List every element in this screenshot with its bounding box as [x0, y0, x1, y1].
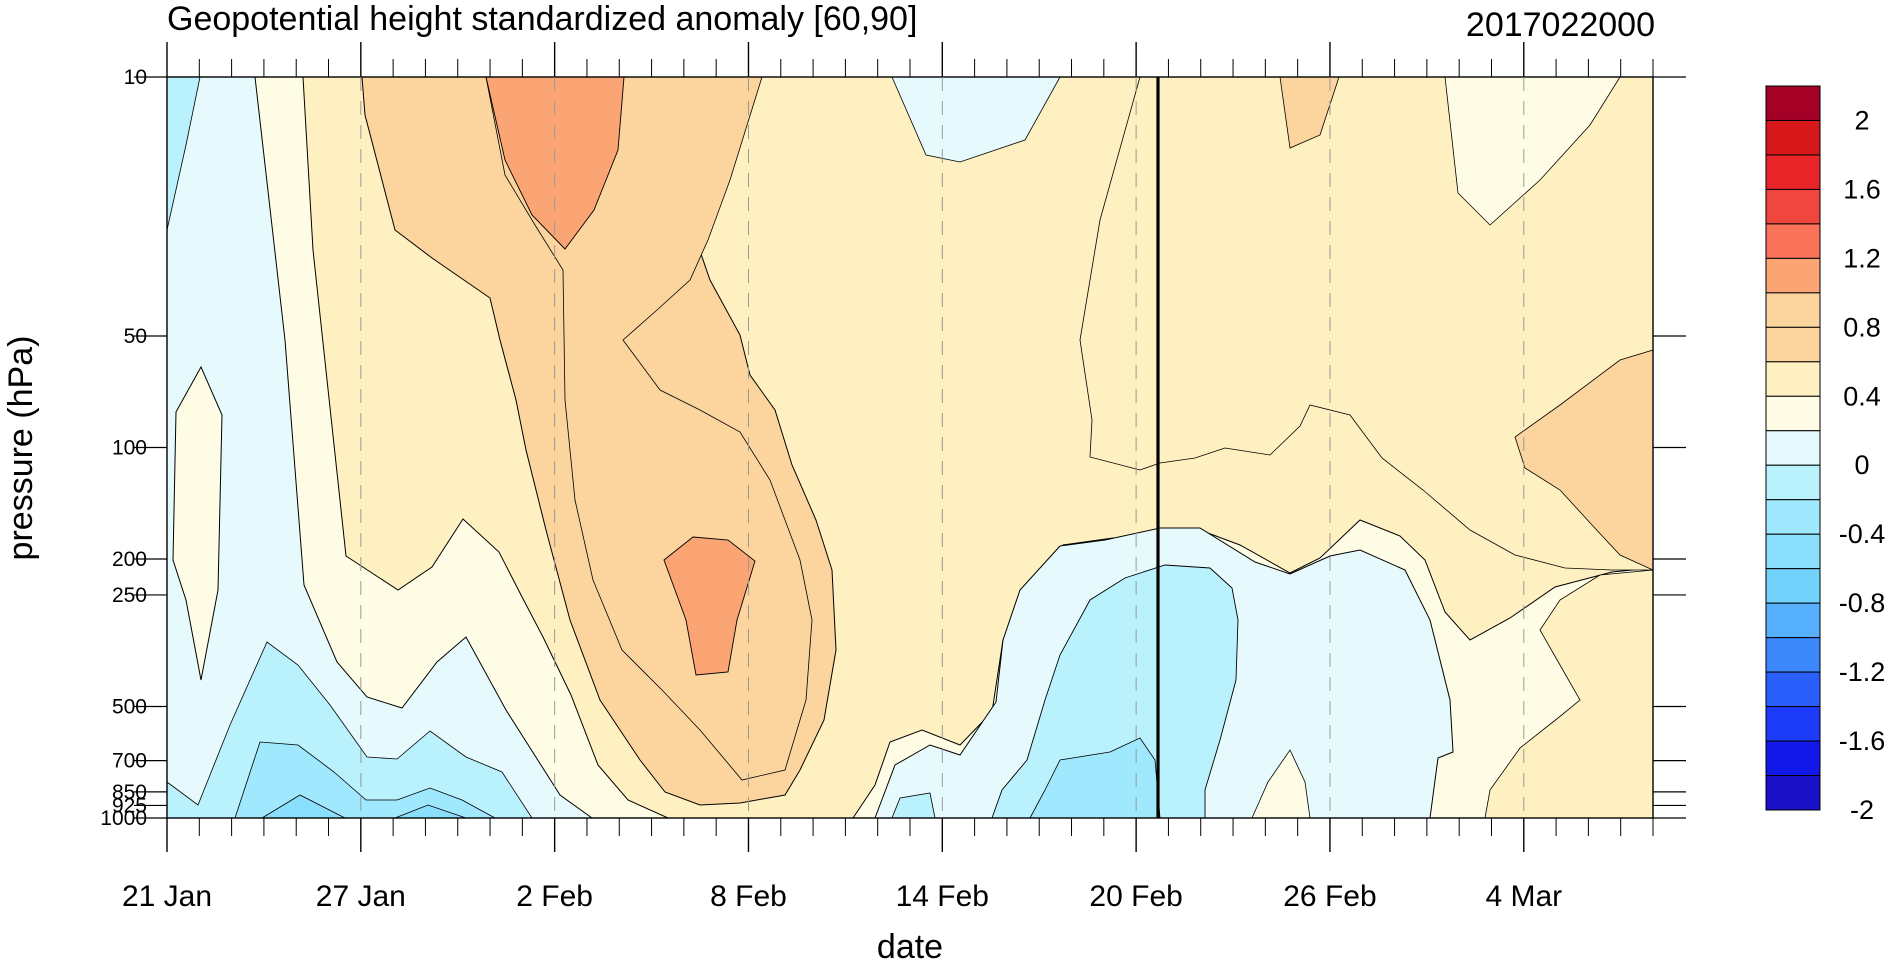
colorbar-swatch	[1765, 188, 1821, 225]
colorbar-swatch	[1765, 499, 1821, 535]
colorbar-label: -1.6	[1839, 726, 1886, 756]
colorbar-label: -2	[1850, 795, 1874, 825]
y-tick-label: 500	[112, 695, 147, 718]
x-tick-label: 2 Feb	[516, 880, 593, 913]
colorbar-swatch	[1765, 154, 1821, 190]
colorbar-label: -1.2	[1839, 657, 1886, 687]
plot-area	[166, 76, 1654, 819]
y-tick-label: 10	[124, 66, 147, 89]
y-tick-label: 1000	[100, 807, 147, 830]
x-tick-label: 20 Feb	[1089, 880, 1182, 913]
colorbar-swatch	[1765, 361, 1821, 397]
colorbar-swatch	[1765, 568, 1821, 604]
y-tick-label: 50	[124, 325, 147, 348]
colorbar-swatch	[1765, 292, 1821, 328]
colorbar-swatch	[1765, 533, 1821, 570]
x-tick-label: 4 Mar	[1485, 880, 1562, 913]
colorbar-swatch	[1765, 119, 1821, 156]
x-tick-label: 21 Jan	[122, 880, 212, 913]
chart-date-stamp: 2017022000	[1466, 6, 1655, 44]
colorbar-swatch	[1765, 602, 1821, 639]
x-axis-title: date	[877, 928, 943, 963]
colorbar-label: 0.8	[1843, 312, 1881, 342]
colorbar-label: -0.8	[1839, 588, 1886, 618]
y-axis-title: pressure (hPa)	[2, 336, 40, 561]
x-tick-label: 14 Feb	[896, 880, 989, 913]
region-pos-peak-mid	[663, 536, 756, 676]
y-tick-label: 700	[112, 750, 147, 773]
colorbar-swatch	[1765, 430, 1821, 466]
y-tick-label: 925	[112, 794, 147, 817]
colorbar-label: 0	[1854, 450, 1869, 480]
colorbar-label: -0.4	[1839, 519, 1886, 549]
x-tick-label: 27 Jan	[316, 880, 406, 913]
x-tick-label: 8 Feb	[710, 880, 787, 913]
colorbar-label: 0.4	[1843, 381, 1881, 411]
colorbar-swatch	[1765, 326, 1821, 363]
y-tick-label: 850	[112, 781, 147, 804]
colorbar-swatch	[1765, 257, 1821, 294]
region-neg-center-blob	[991, 564, 1239, 819]
colorbar-swatch	[1765, 85, 1821, 121]
region-pos-lens	[172, 365, 223, 681]
colorbar-label: 1.2	[1843, 243, 1881, 273]
y-tick-label: 100	[112, 437, 147, 460]
region-pos-right-lobe	[1514, 349, 1654, 571]
colorbar: 2 1.6 1.2 0.8 0.4 0 -0.4 -0.8 -1.2 -1.6 -2	[1765, 85, 1886, 825]
colorbar-swatch	[1765, 740, 1821, 777]
x-axis: 21 Jan 27 Jan 2 Feb 8 Feb 14 Feb 20 Feb 26 Feb…	[122, 42, 1654, 913]
colorbar-swatch	[1765, 775, 1821, 811]
colorbar-swatch	[1765, 706, 1821, 742]
colorbar-swatch	[1765, 637, 1821, 673]
x-tick-label: 26 Feb	[1283, 880, 1376, 913]
chart-title: Geopotential height standardized anomaly…	[167, 0, 917, 38]
colorbar-swatch	[1765, 223, 1821, 259]
colorbar-swatch	[1765, 464, 1821, 501]
y-tick-label: 200	[112, 548, 147, 571]
colorbar-label: 1.6	[1843, 174, 1881, 204]
colorbar-swatch	[1765, 671, 1821, 708]
y-tick-label: 250	[112, 584, 147, 607]
colorbar-swatch	[1765, 395, 1821, 432]
colorbar-label: 2	[1854, 105, 1869, 135]
grid-lines	[360, 77, 1525, 818]
